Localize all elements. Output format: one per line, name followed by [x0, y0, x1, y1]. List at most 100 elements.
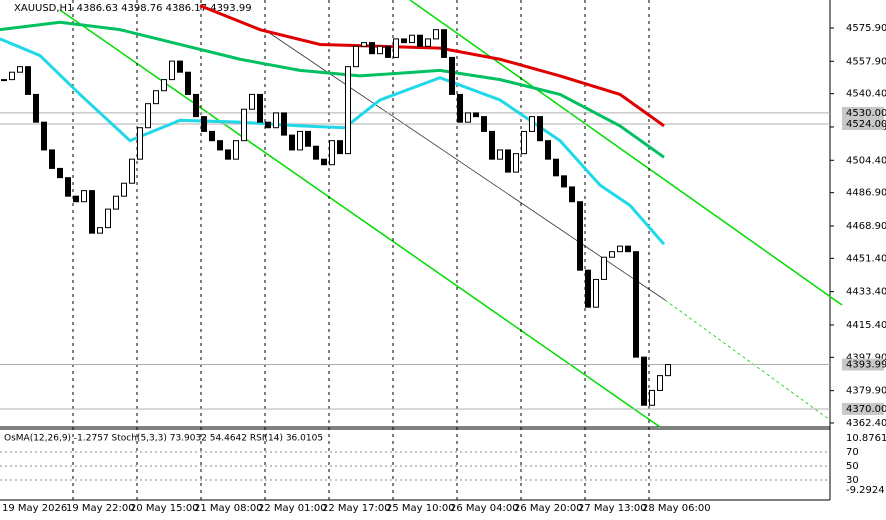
candle: [241, 108, 247, 142]
candle: [49, 149, 55, 169]
candle: [481, 116, 487, 132]
candle: [209, 130, 215, 142]
candle: [273, 112, 279, 129]
x-tick-label: 22 May 01:00: [258, 503, 327, 514]
y-tick-label: 4379.90: [846, 386, 886, 397]
candle: [305, 130, 311, 147]
level-label: 4530.00: [846, 108, 886, 119]
candle: [425, 38, 431, 47]
y-tick-label: 4433.40: [846, 287, 886, 298]
candle: [465, 112, 471, 123]
y-tick-label: 4397.90: [846, 352, 886, 363]
candle: [297, 130, 303, 151]
candle: [145, 103, 151, 129]
level-tag: [842, 106, 884, 119]
candle: [657, 375, 663, 391]
candle: [65, 177, 71, 197]
candle: [401, 38, 407, 44]
x-tick-label: 19 May 2026: [2, 503, 67, 514]
candle: [497, 149, 503, 160]
level-label: 4524.00: [846, 119, 886, 130]
candle: [513, 153, 519, 173]
y-tick-label: 4504.40: [846, 155, 886, 166]
level-label: 4393.99: [846, 360, 886, 371]
candle: [113, 195, 119, 210]
candle: [625, 245, 631, 253]
candle: [73, 195, 79, 203]
candle: [217, 140, 223, 151]
trend-line: [59, 9, 661, 428]
indicator-title: OsMA(12,26,9) -1.2757 Stoch(5,3,3) 73.90…: [4, 434, 323, 444]
indicator-label: 10.8761: [846, 433, 886, 444]
moving-average: [0, 37, 666, 246]
candle: [385, 45, 391, 58]
candle: [337, 140, 343, 155]
x-tick-label: 19 May 22:00: [66, 503, 135, 514]
candle: [81, 190, 87, 203]
x-tick-label: 25 May 10:00: [386, 503, 455, 514]
x-tick-label: 20 May 15:00: [130, 503, 199, 514]
candle: [377, 45, 383, 55]
candle: [505, 149, 511, 173]
candle: [169, 60, 175, 81]
candle: [193, 93, 199, 118]
y-tick-label: 4468.90: [846, 221, 886, 232]
indicator-label: -9.2924: [846, 485, 885, 496]
candle: [41, 121, 47, 151]
candle: [641, 356, 647, 406]
candle: [97, 227, 103, 234]
candle: [457, 93, 463, 123]
chart-title: XAUUSD,H1 4386.63 4398.76 4386.17 4393.9…: [14, 3, 252, 14]
indicator-label: 70: [846, 447, 859, 458]
y-tick-label: 4540.40: [846, 89, 886, 100]
candle: [289, 134, 295, 151]
candle: [201, 116, 207, 132]
candle: [601, 256, 607, 280]
candle: [137, 127, 143, 160]
level-tag: [842, 358, 884, 371]
candle: [25, 66, 31, 95]
candle: [489, 130, 495, 160]
x-tick-label: 26 May 04:00: [450, 503, 519, 514]
level-label: 4370.00: [846, 404, 886, 415]
candle: [537, 116, 543, 142]
candle: [33, 93, 39, 123]
candle: [105, 208, 111, 229]
candle: [1, 79, 7, 82]
candle: [121, 182, 127, 197]
candle: [257, 93, 263, 123]
indicator-label: 50: [846, 461, 859, 472]
y-tick-label: 4557.90: [846, 56, 886, 67]
candle: [529, 116, 535, 132]
level-tag: [842, 118, 884, 131]
candle: [585, 269, 591, 308]
x-tick-label: 27 May 13:00: [578, 503, 647, 514]
trend-line: [409, 0, 843, 306]
candle: [321, 158, 327, 166]
trend-line-extension: [664, 299, 831, 421]
candle: [617, 245, 623, 253]
candle: [449, 56, 455, 95]
candle: [153, 90, 159, 105]
candle: [593, 278, 599, 308]
candle: [9, 71, 15, 81]
candle: [433, 29, 439, 40]
candle: [665, 364, 671, 377]
candle: [393, 38, 399, 58]
candle: [649, 389, 655, 406]
candle: [417, 34, 423, 47]
candle: [329, 140, 335, 166]
trend-line: [264, 29, 666, 301]
candle: [473, 112, 479, 118]
x-tick-label: 26 May 20:00: [514, 503, 583, 514]
candle: [265, 121, 271, 129]
moving-average: [199, 4, 665, 128]
x-tick-label: 21 May 08:00: [194, 503, 263, 514]
candle: [441, 29, 447, 58]
indicator-label: 30: [846, 475, 859, 486]
y-tick-label: 4451.40: [846, 253, 886, 264]
candle: [129, 158, 135, 184]
candle: [577, 201, 583, 271]
candle: [409, 34, 415, 44]
candle: [17, 66, 23, 73]
